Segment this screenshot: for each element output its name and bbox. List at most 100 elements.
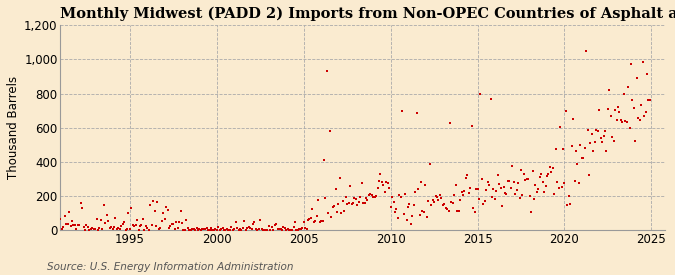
Point	[273, 227, 284, 231]
Point	[445, 120, 456, 125]
Point	[240, 227, 251, 232]
Point	[621, 120, 632, 124]
Point	[123, 211, 134, 216]
Point	[540, 184, 551, 188]
Point	[169, 227, 180, 231]
Point	[429, 200, 439, 204]
Point	[151, 224, 161, 229]
Point	[149, 209, 160, 213]
Point	[588, 149, 599, 153]
Point	[491, 188, 502, 193]
Point	[207, 228, 218, 232]
Point	[78, 225, 89, 229]
Point	[449, 192, 460, 197]
Point	[325, 129, 335, 133]
Point	[529, 197, 539, 202]
Point	[497, 204, 508, 209]
Point	[579, 146, 590, 150]
Point	[171, 220, 182, 224]
Point	[253, 227, 264, 231]
Point	[163, 226, 174, 230]
Point	[485, 97, 496, 101]
Point	[435, 193, 446, 197]
Point	[196, 227, 207, 232]
Point	[275, 227, 286, 231]
Point	[439, 202, 450, 206]
Point	[255, 218, 266, 222]
Point	[277, 228, 288, 232]
Point	[591, 128, 601, 133]
Point	[92, 227, 103, 232]
Point	[339, 209, 350, 213]
Point	[597, 140, 608, 144]
Point	[495, 186, 506, 191]
Point	[84, 228, 95, 232]
Point	[122, 226, 132, 231]
Point	[611, 118, 622, 123]
Point	[643, 98, 654, 102]
Point	[204, 228, 215, 232]
Point	[181, 218, 192, 222]
Point	[81, 222, 92, 227]
Point	[243, 225, 254, 229]
Point	[252, 227, 263, 232]
Point	[249, 219, 260, 224]
Point	[232, 226, 242, 231]
Point	[286, 227, 296, 232]
Point	[560, 109, 571, 114]
Point	[626, 62, 637, 66]
Point	[132, 218, 142, 223]
Point	[221, 227, 232, 231]
Point	[630, 138, 641, 143]
Point	[379, 190, 390, 195]
Point	[67, 219, 78, 224]
Point	[187, 227, 198, 232]
Point	[331, 209, 342, 214]
Point	[262, 228, 273, 232]
Point	[637, 60, 648, 64]
Point	[229, 227, 240, 232]
Point	[613, 105, 624, 110]
Point	[323, 210, 333, 215]
Point	[511, 187, 522, 192]
Point	[319, 158, 329, 163]
Point	[282, 227, 293, 232]
Point	[353, 200, 364, 204]
Point	[326, 214, 337, 219]
Point	[348, 200, 358, 205]
Point	[216, 227, 227, 231]
Point	[311, 214, 322, 219]
Point	[267, 225, 277, 229]
Point	[173, 219, 184, 224]
Point	[321, 69, 332, 74]
Point	[631, 76, 642, 80]
Point	[126, 206, 137, 210]
Point	[268, 228, 279, 232]
Point	[210, 227, 221, 231]
Point	[63, 209, 74, 214]
Point	[551, 180, 562, 184]
Point	[356, 181, 367, 185]
Point	[333, 202, 344, 206]
Point	[456, 190, 467, 194]
Point	[168, 221, 179, 226]
Point	[109, 225, 119, 230]
Point	[450, 183, 461, 188]
Point	[531, 190, 542, 194]
Point	[227, 227, 238, 232]
Point	[543, 172, 554, 177]
Point	[298, 219, 309, 224]
Point	[246, 227, 257, 232]
Point	[564, 194, 574, 199]
Point	[256, 227, 267, 232]
Point	[407, 213, 418, 218]
Point	[284, 228, 294, 232]
Point	[430, 194, 441, 198]
Point	[161, 205, 171, 209]
Point	[593, 129, 603, 134]
Point	[443, 209, 454, 213]
Point	[177, 221, 188, 225]
Point	[265, 227, 276, 232]
Point	[574, 181, 585, 185]
Point	[425, 162, 435, 167]
